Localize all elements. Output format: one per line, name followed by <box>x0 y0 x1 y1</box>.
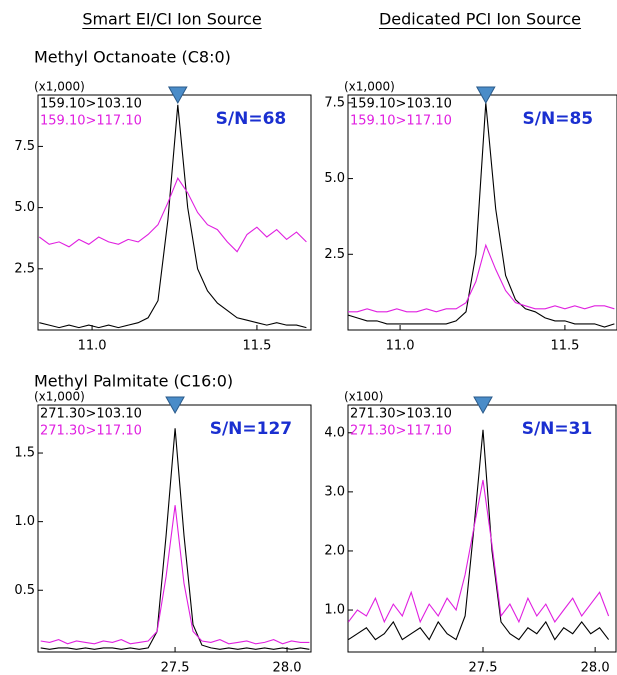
x-tick-label: 28.0 <box>273 661 302 675</box>
scale-label: (x1,000) <box>344 80 395 94</box>
row-label: Methyl Octanoate (C8:0) <box>34 48 231 67</box>
series-line <box>348 243 615 313</box>
y-tick-label: 1.5 <box>14 446 35 461</box>
legend-entry: 271.30>117.10 <box>40 424 142 439</box>
sn-annotation: S/N=127 <box>210 419 292 439</box>
sn-annotation: S/N=85 <box>523 109 594 129</box>
legend-entry: 271.30>103.10 <box>40 407 142 422</box>
y-tick-label: 2.5 <box>324 247 345 262</box>
peak-marker <box>473 396 493 415</box>
series-group <box>348 429 610 641</box>
legend-entry: 271.30>117.10 <box>350 424 452 439</box>
series-line <box>40 505 310 645</box>
series-line <box>40 428 310 650</box>
series-line <box>348 479 610 624</box>
y-tick-label: 5.0 <box>14 200 35 215</box>
series-line <box>348 429 610 641</box>
sn-annotation: S/N=68 <box>216 109 287 129</box>
plot-frame <box>37 404 312 653</box>
y-tick-label: 1.0 <box>14 514 35 529</box>
x-tick-label: 11.5 <box>242 339 271 354</box>
row-label: Methyl Palmitate (C16:0) <box>34 372 233 391</box>
x-tick-label: 11.0 <box>386 339 415 354</box>
y-tick-label: 3.0 <box>324 484 345 499</box>
y-tick-label: 4.0 <box>324 425 345 440</box>
y-tick-label: 7.5 <box>14 139 35 154</box>
series-line <box>39 104 307 329</box>
x-tick-label: 28.0 <box>581 661 610 675</box>
y-tick-label: 7.5 <box>324 95 345 110</box>
y-tick-label: 0.5 <box>14 583 35 598</box>
x-tick-label: 11.0 <box>78 339 107 354</box>
legend-entry: 159.10>103.10 <box>350 97 452 112</box>
y-tick-label: 1.0 <box>324 603 345 618</box>
y-tick-label: 2.0 <box>324 543 345 558</box>
legend-entry: 159.10>117.10 <box>40 114 142 129</box>
series-line <box>38 177 307 253</box>
column-header: Smart EI/CI Ion Source <box>82 10 261 29</box>
peak-marker <box>165 396 185 415</box>
series-group <box>38 104 307 329</box>
x-tick-label: 11.5 <box>550 339 579 354</box>
series-group <box>40 428 310 650</box>
x-tick-label: 27.5 <box>469 661 498 675</box>
series-line <box>348 102 615 328</box>
legend-entry: 271.30>103.10 <box>350 407 452 422</box>
y-tick-label: 5.0 <box>324 171 345 186</box>
y-tick-label: 2.5 <box>14 261 35 276</box>
peak-marker <box>167 86 188 105</box>
plot-frame <box>37 94 312 331</box>
peak-marker <box>475 86 496 105</box>
legend-entry: 159.10>103.10 <box>40 97 142 112</box>
sn-annotation: S/N=31 <box>522 419 593 439</box>
legend-entry: 159.10>117.10 <box>350 114 452 129</box>
series-group <box>348 102 615 328</box>
x-tick-label: 27.5 <box>161 661 190 675</box>
column-header: Dedicated PCI Ion Source <box>379 10 581 29</box>
scale-label: (x1,000) <box>34 390 85 404</box>
plot-frame <box>347 94 617 331</box>
scale-label: (x100) <box>344 390 383 404</box>
scale-label: (x1,000) <box>34 80 85 94</box>
